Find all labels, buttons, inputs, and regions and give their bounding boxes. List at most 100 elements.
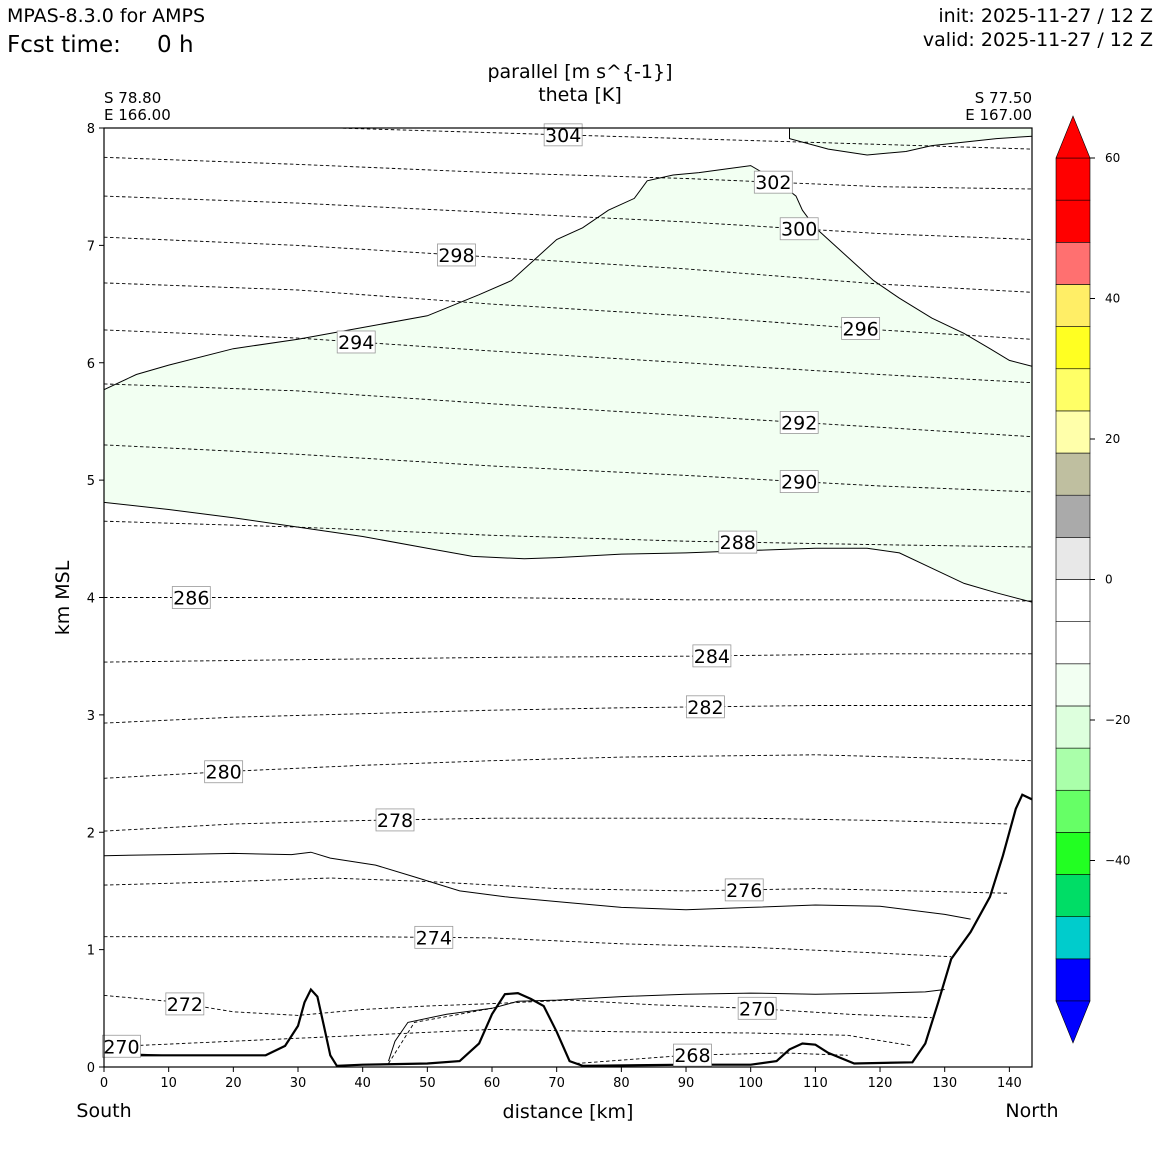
svg-text:298: 298: [438, 245, 474, 267]
theta-contour-278: [104, 817, 1010, 832]
svg-text:272: 272: [167, 994, 203, 1016]
x-tick-label: 60: [484, 1076, 501, 1091]
y-tick-label: 3: [87, 709, 95, 724]
plot-area: [104, 128, 1032, 1067]
colorbar-tick-label: 0: [1105, 573, 1113, 587]
south-label: South: [76, 1100, 131, 1122]
end-lon: E 167.00: [965, 106, 1032, 124]
start-lat: S 78.80: [104, 89, 161, 107]
x-tick-label: 80: [613, 1076, 630, 1091]
colorbar-segment: [1055, 368, 1091, 412]
theta-label-286: 286: [171, 586, 211, 610]
theta-label-282: 282: [686, 695, 725, 719]
colorbar-tick-label: 40: [1105, 292, 1120, 306]
y-tick-label: 6: [87, 357, 95, 372]
y-tick-label: 1: [87, 944, 95, 959]
y-axis-label: km MSL: [52, 560, 74, 635]
start-lon: E 166.00: [104, 106, 171, 124]
colorbar-segment: [1055, 452, 1091, 496]
y-tick-label: 4: [87, 592, 95, 607]
theta-contour-304: [336, 128, 1032, 150]
colorbar-segment: [1055, 579, 1091, 622]
theta-contour-274: [104, 936, 952, 958]
svg-text:270: 270: [739, 998, 775, 1020]
theta-label-268: 268: [673, 1043, 712, 1067]
end-lat: S 77.50: [975, 89, 1032, 107]
svg-text:302: 302: [755, 172, 791, 194]
fcst-time-label: Fcst time:: [7, 32, 121, 58]
colorbar-segment: [1055, 242, 1091, 285]
colorbar-segment: [1055, 284, 1091, 327]
colorbar-tick-label: −20: [1105, 713, 1130, 727]
contour-labels: 268 270 270 272 274 276 278 280 282 284 286 288 290 2…: [102, 123, 881, 1067]
svg-text:284: 284: [694, 646, 730, 668]
svg-text:286: 286: [173, 588, 209, 610]
model-title: MPAS-8.3.0 for AMPS: [7, 5, 205, 27]
x-tick-label: 120: [868, 1076, 893, 1091]
wind-contour-top: [789, 128, 1032, 156]
theta-contour-272: [104, 994, 932, 1019]
x-tick-label: 50: [419, 1076, 436, 1091]
terrain-line: [104, 793, 1032, 1067]
colorbar-tick-label: 20: [1105, 432, 1120, 446]
colorbar-segment: [1055, 157, 1091, 201]
theta-label-292: 292: [779, 411, 819, 434]
colorbar: 60 40 20 0 −20 −40: [1055, 115, 1130, 1044]
theta-label-270: 270: [737, 996, 777, 1020]
x-tick-label: 100: [738, 1076, 763, 1091]
theta-label-270: 270: [102, 1034, 141, 1058]
chart-title-line2: theta [K]: [538, 84, 622, 106]
svg-text:300: 300: [781, 219, 817, 241]
y-tick-label: 2: [87, 826, 95, 841]
theta-contour-300: [104, 195, 1032, 240]
x-tick-label: 110: [803, 1076, 828, 1091]
colorbar-segment: [1055, 747, 1091, 791]
chart-title-line1: parallel [m s^{-1}]: [487, 61, 672, 83]
theta-contour-268: [576, 1052, 848, 1064]
y-tick-label: 7: [87, 239, 95, 254]
svg-text:274: 274: [416, 927, 452, 949]
theta-contour-270: [104, 1028, 913, 1048]
colorbar-segment: [1055, 705, 1091, 749]
wind-shade-region-top: [789, 128, 1032, 155]
colorbar-tick-label: −40: [1105, 854, 1130, 868]
x-tick-label: 70: [548, 1076, 565, 1091]
colorbar-segment: [1055, 199, 1091, 243]
theta-label-274: 274: [414, 925, 454, 949]
theta-label-300: 300: [779, 217, 819, 241]
colorbar-segment: [1055, 326, 1091, 370]
colorbar-segment: [1055, 537, 1091, 580]
theta-contour-276: [104, 877, 1010, 894]
theta-label-298: 298: [437, 243, 476, 267]
north-label: North: [1005, 1100, 1058, 1122]
x-tick-label: 130: [932, 1076, 957, 1091]
x-tick-label: 10: [160, 1076, 177, 1091]
svg-text:276: 276: [726, 880, 762, 902]
wind-shade-region: [104, 165, 1032, 603]
colorbar-segment: [1055, 663, 1091, 707]
x-axis-label: distance [km]: [503, 1101, 634, 1123]
svg-text:304: 304: [545, 125, 581, 147]
y-tick-label: 8: [87, 122, 95, 137]
theta-contour-270: [388, 1007, 493, 1064]
theta-label-284: 284: [692, 644, 732, 668]
colorbar-tick-label: 60: [1105, 151, 1120, 165]
colorbar-segment: [1055, 874, 1091, 917]
colorbar-segment: [1055, 410, 1091, 454]
x-tick-label: 20: [225, 1076, 242, 1091]
x-tick-label: 0: [100, 1076, 108, 1091]
colorbar-extend-min: [1055, 1000, 1091, 1044]
svg-text:278: 278: [377, 810, 413, 832]
x-tick-label: 90: [678, 1076, 695, 1091]
svg-text:282: 282: [687, 697, 723, 719]
fcst-time-value: 0 h: [157, 32, 194, 58]
colorbar-segment: [1055, 916, 1091, 960]
wind-contour-upper: [104, 165, 1032, 391]
init-time: init: 2025-11-27 / 12 Z: [938, 5, 1153, 27]
theta-label-304: 304: [543, 123, 583, 147]
svg-text:270: 270: [103, 1036, 139, 1058]
svg-text:294: 294: [338, 332, 374, 354]
theta-label-290: 290: [779, 470, 819, 494]
theta-label-302: 302: [753, 170, 793, 194]
